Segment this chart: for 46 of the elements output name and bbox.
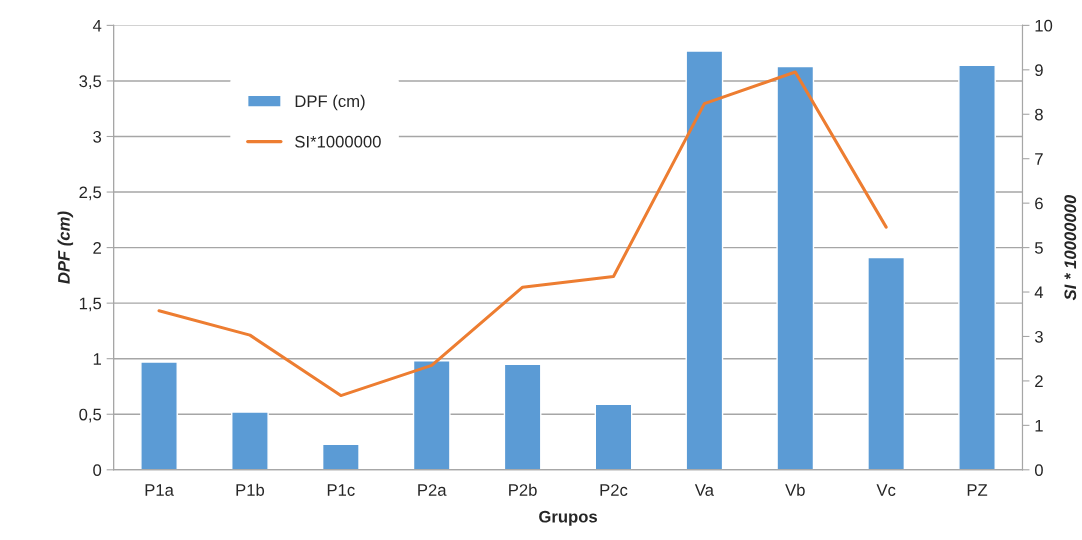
bar — [594, 403, 633, 470]
y-axis-title: DPF (cm) — [57, 211, 74, 284]
y-tick-label: 3,5 — [79, 75, 102, 90]
y-tick-label: 2 — [93, 241, 101, 254]
y-tick-label: 0,5 — [79, 408, 102, 423]
y2-tick-label: 2 — [1035, 375, 1043, 387]
y2-tick-label: 4 — [1034, 286, 1044, 299]
y2-tick-label: 7 — [1035, 153, 1043, 165]
y-tick-label: 3 — [93, 130, 102, 143]
y2-tick-label: 5 — [1034, 242, 1043, 254]
x-tick-label: Vc — [876, 484, 896, 496]
legend-label: DPF (cm) — [295, 94, 365, 111]
bar — [867, 256, 906, 470]
y2-tick-label: 10 — [1035, 19, 1053, 32]
bar — [412, 360, 451, 470]
bar — [231, 411, 269, 470]
y-tick-label: 2,5 — [79, 186, 102, 201]
y2-tick-label: 8 — [1035, 108, 1043, 121]
legend-label: SI*1000000 — [295, 135, 381, 148]
y-tick-label: 1 — [93, 353, 101, 365]
y2-axis-title: SI * 10000000 — [1064, 194, 1077, 301]
bar — [503, 363, 542, 470]
y2-tick-label: 3 — [1034, 330, 1043, 343]
x-tick-label: Vb — [785, 483, 805, 496]
x-tick-label: P2c — [600, 484, 628, 496]
x-tick-label: P1a — [145, 484, 174, 496]
bar — [958, 64, 996, 470]
y2-tick-label: 6 — [1035, 197, 1043, 210]
x-tick-label: P1b — [236, 483, 265, 496]
bar — [685, 50, 724, 470]
line-series — [157, 70, 888, 398]
x-axis-title: Grupos — [539, 510, 597, 526]
y2-tick-label: 0 — [1034, 464, 1043, 476]
x-tick-label: Va — [694, 484, 714, 496]
bar — [140, 361, 178, 470]
bar — [321, 443, 360, 470]
bar — [776, 65, 815, 470]
y-tick-label: 4 — [92, 19, 102, 32]
x-tick-label: PZ — [967, 484, 988, 496]
x-tick-label: P2a — [418, 484, 447, 496]
x-tick-label: P1c — [327, 484, 355, 496]
x-tick-label: P2b — [509, 483, 537, 496]
y-tick-label: 0 — [93, 464, 102, 476]
y2-tick-label: 1 — [1035, 419, 1043, 432]
y2-tick-label: 9 — [1035, 64, 1043, 77]
y-tick-label: 1,5 — [79, 297, 102, 312]
